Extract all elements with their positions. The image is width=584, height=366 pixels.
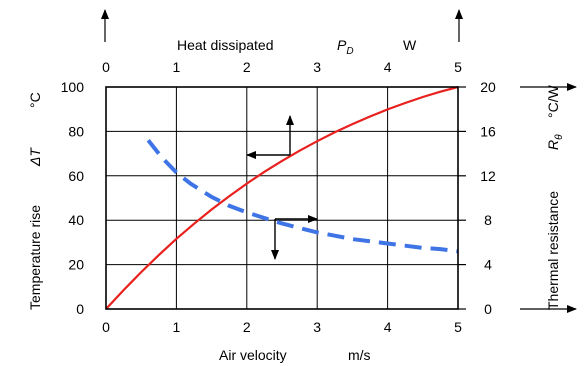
plot-frame xyxy=(105,86,459,310)
thermal-resistance-line xyxy=(146,139,459,254)
top-tick-label: 0 xyxy=(102,59,110,75)
left-tick-label: 60 xyxy=(68,168,84,184)
top-tick-label: 4 xyxy=(384,59,392,75)
left-axis-symbol: ΔT xyxy=(27,147,43,167)
top-axis-unit: W xyxy=(403,37,417,53)
right-tick-label: 20 xyxy=(480,79,496,95)
bottom-axis-unit: m/s xyxy=(348,347,371,363)
blue-curve-pointer-arrows xyxy=(271,215,318,260)
top-tick-label: 5 xyxy=(454,59,462,75)
left-axis-label: Temperature rise xyxy=(27,205,43,310)
top-axis-symbol: PD xyxy=(337,37,354,57)
left-tick-label: 80 xyxy=(68,123,84,139)
bottom-tick-label: 3 xyxy=(313,319,321,335)
left-axis-unit: °C xyxy=(27,92,43,108)
right-tick-label: 0 xyxy=(484,301,492,317)
left-tick-label: 40 xyxy=(68,212,84,228)
right-tick-label: 4 xyxy=(484,257,492,273)
bottom-axis-label: Air velocity xyxy=(219,347,287,363)
top-tick-label: 2 xyxy=(243,59,251,75)
bottom-tick-label: 1 xyxy=(173,319,181,335)
top-axis-label: Heat dissipated xyxy=(177,37,274,53)
bottom-tick-label: 4 xyxy=(384,319,392,335)
bottom-tick-label: 5 xyxy=(454,319,462,335)
right-tick-label: 12 xyxy=(480,168,496,184)
left-tick-label: 20 xyxy=(68,257,84,273)
bottom-tick-label: 2 xyxy=(243,319,251,335)
top-tick-label: 1 xyxy=(173,59,181,75)
right-axis-unit: °C/W xyxy=(545,84,561,118)
top-tick-label: 3 xyxy=(313,59,321,75)
right-axis-label: Thermal resistance xyxy=(545,191,561,310)
right-tick-label: 8 xyxy=(484,212,492,228)
right-axis-symbol: Rθ xyxy=(545,134,565,150)
red-curve-pointer-arrows xyxy=(246,115,294,159)
bottom-tick-label: 0 xyxy=(102,319,110,335)
left-tick-label: 100 xyxy=(61,79,85,95)
left-tick-label: 0 xyxy=(76,301,84,317)
right-tick-label: 16 xyxy=(480,123,496,139)
grid xyxy=(105,86,459,310)
temperature-rise-line xyxy=(105,85,459,310)
